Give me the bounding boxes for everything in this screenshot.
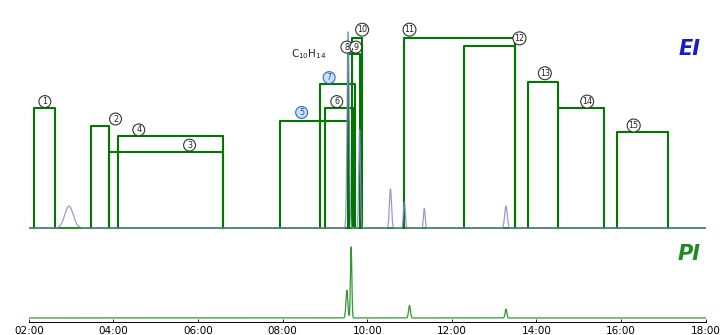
Text: 1: 1 (42, 97, 48, 106)
Text: 8: 8 (344, 43, 349, 52)
Text: 5: 5 (299, 108, 304, 117)
Text: ,: , (350, 42, 354, 52)
Text: 15: 15 (629, 121, 639, 130)
Text: 14: 14 (582, 97, 592, 106)
Text: 10: 10 (357, 25, 367, 34)
Text: 2: 2 (113, 115, 118, 124)
Text: 11: 11 (405, 25, 415, 34)
Text: 7: 7 (327, 73, 332, 82)
Text: 6: 6 (334, 97, 339, 106)
Text: 9: 9 (354, 43, 359, 52)
Text: EI: EI (679, 39, 701, 59)
Text: 12: 12 (514, 34, 525, 43)
Text: PI: PI (678, 244, 701, 264)
Text: $\mathregular{C_{10}H_{14}}$: $\mathregular{C_{10}H_{14}}$ (292, 47, 327, 61)
Text: 13: 13 (540, 69, 550, 78)
Text: 4: 4 (136, 125, 141, 134)
Text: 3: 3 (187, 141, 192, 150)
